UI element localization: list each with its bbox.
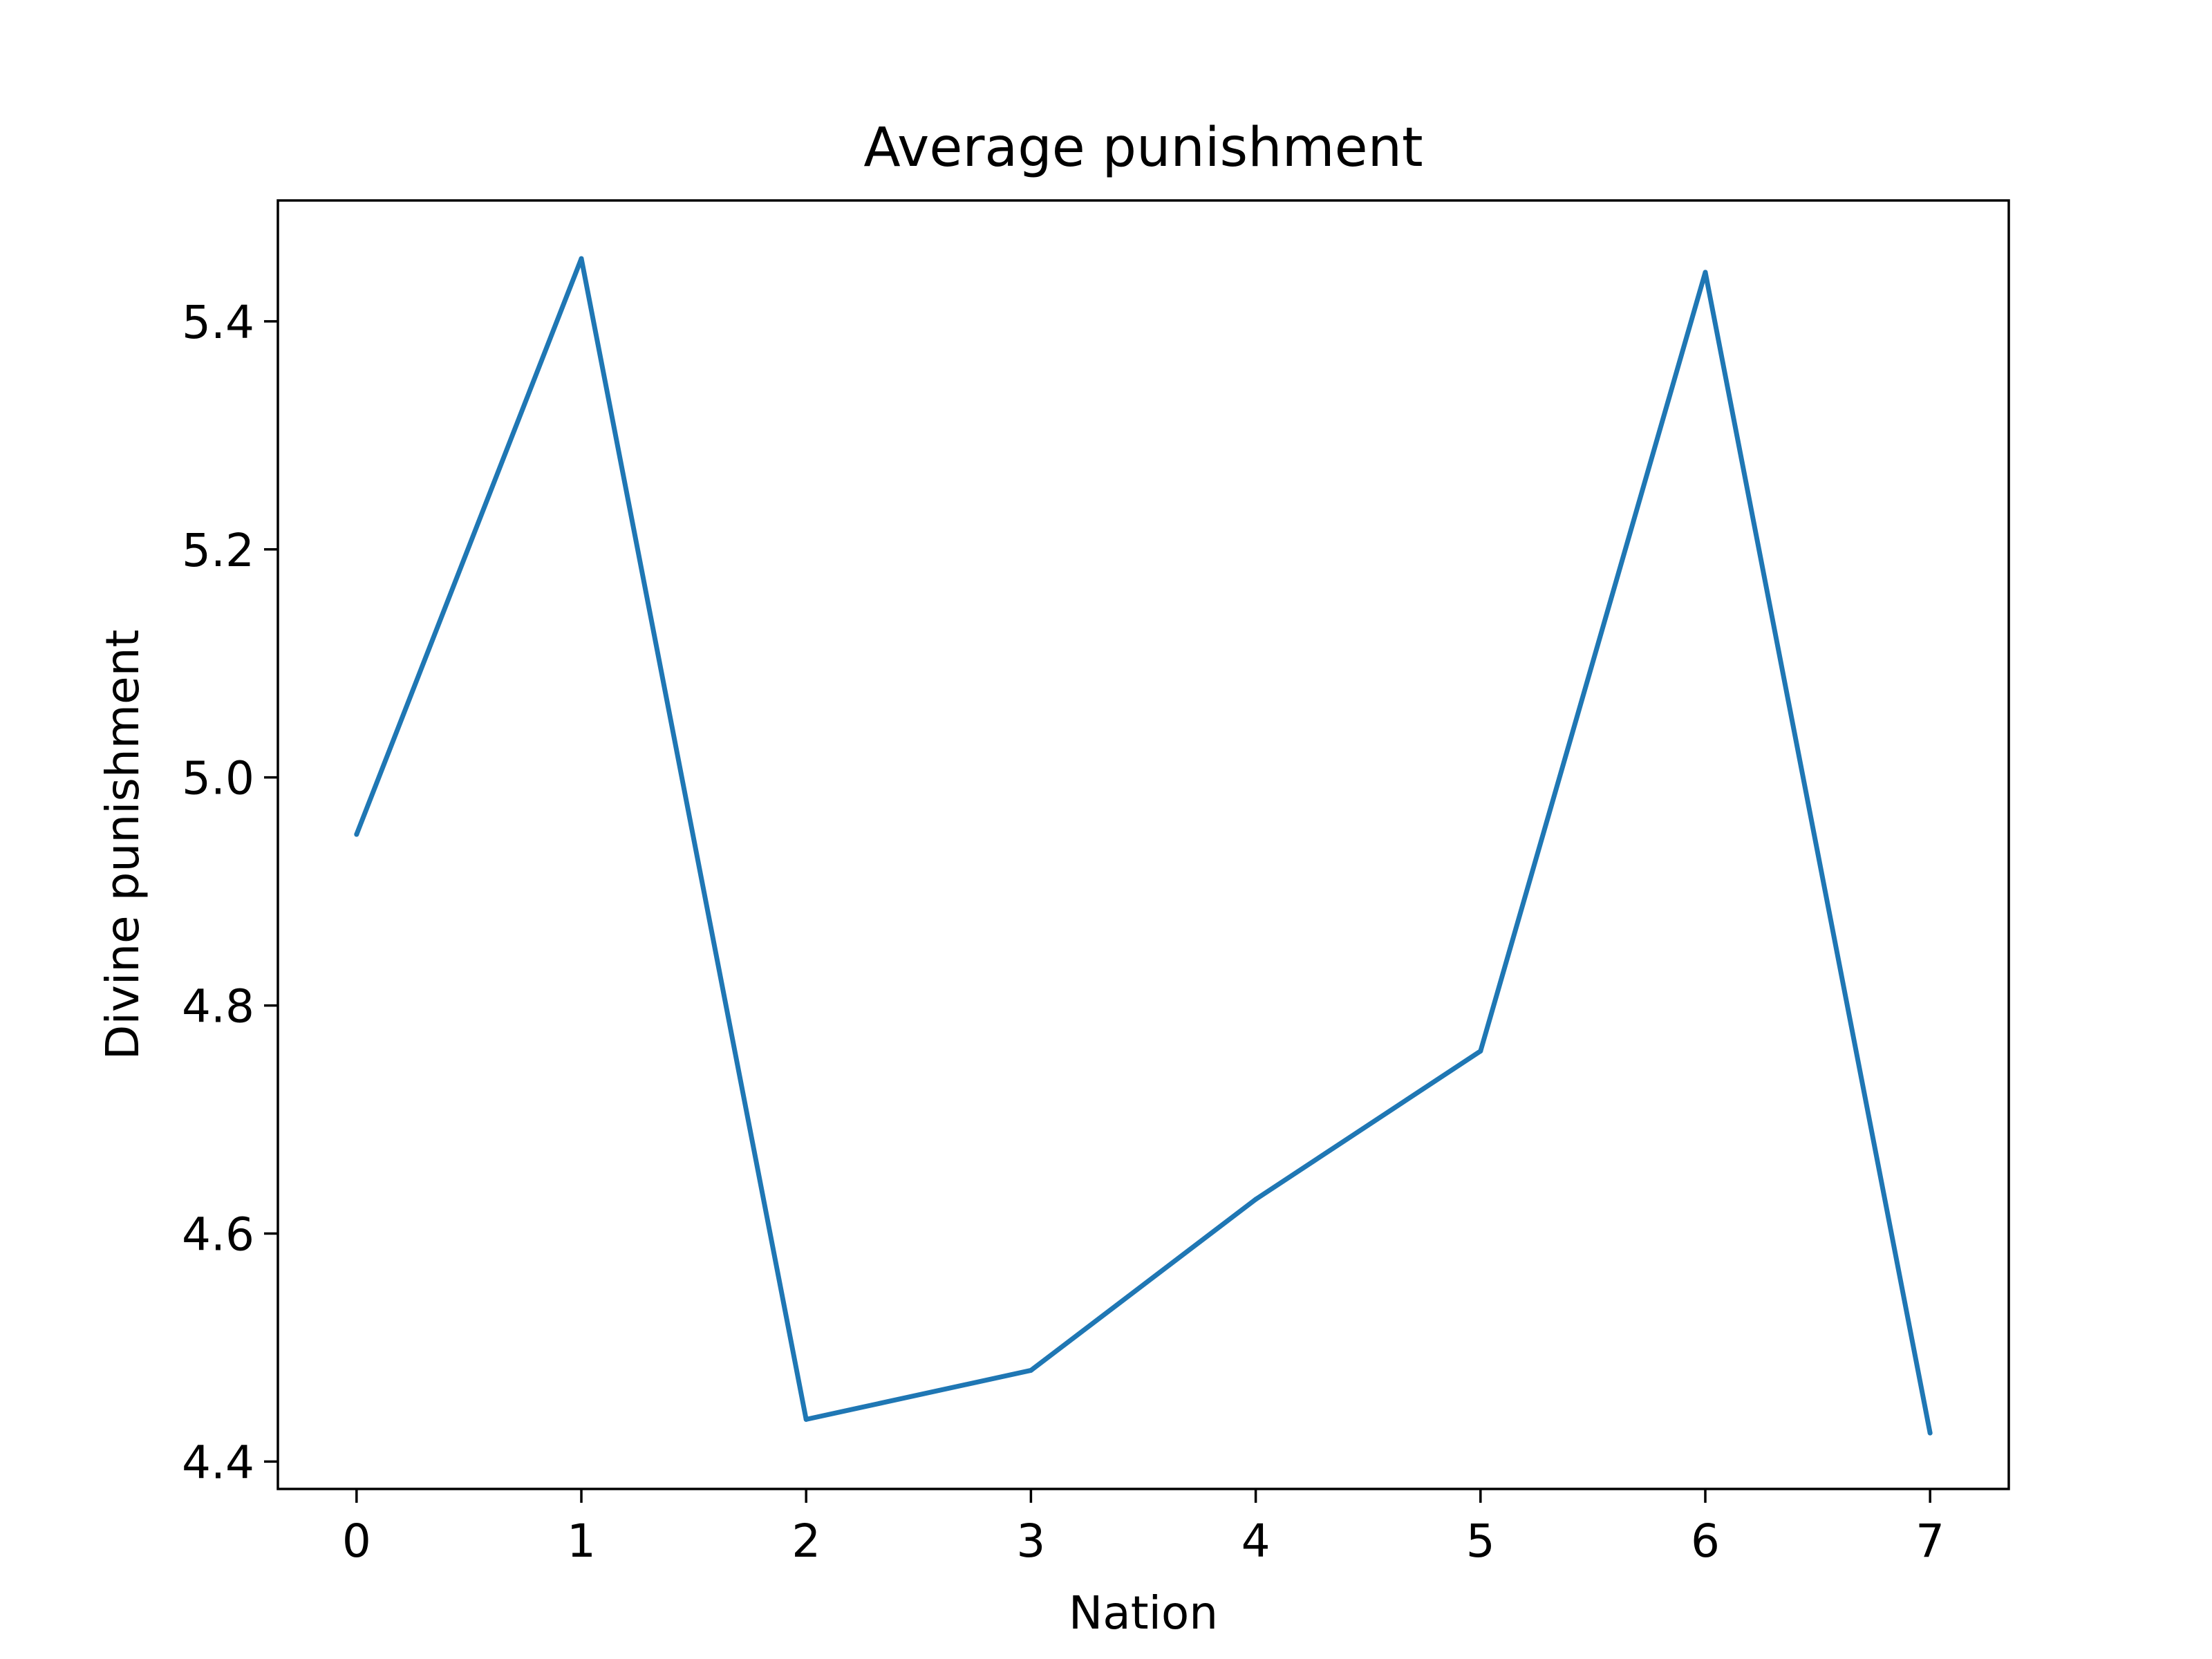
- y-tick-label: 4.8: [182, 980, 254, 1033]
- data-point: [1703, 270, 1708, 275]
- x-tick-label: 6: [1691, 1515, 1720, 1568]
- data-point: [1478, 1049, 1483, 1054]
- series-layer: [354, 256, 1933, 1436]
- y-tick-label: 5.2: [182, 524, 254, 577]
- y-tick-label: 4.6: [182, 1208, 254, 1261]
- data-point: [1028, 1367, 1033, 1373]
- x-tick-label: 1: [567, 1515, 596, 1568]
- data-point: [803, 1416, 809, 1422]
- y-axis-ticks: 4.4 4.6 4.8 5.0 5.2 5.4: [182, 296, 278, 1489]
- x-tick-label: 3: [1016, 1515, 1045, 1568]
- y-tick-label: 4.4: [182, 1436, 254, 1489]
- plot-frame: [276, 199, 2010, 1490]
- x-tick-label: 7: [1915, 1515, 1944, 1568]
- y-tick-label: 5.4: [182, 296, 254, 349]
- chart-title: Average punishment: [863, 117, 1423, 179]
- data-point: [579, 256, 584, 261]
- data-point: [354, 832, 359, 837]
- y-tick-label: 5.0: [182, 752, 254, 805]
- x-tick-label: 0: [342, 1515, 371, 1568]
- y-axis-label: Divine punishment: [96, 630, 149, 1060]
- data-point: [1927, 1430, 1933, 1436]
- x-tick-label: 4: [1241, 1515, 1271, 1568]
- series-line: [354, 256, 1933, 1434]
- data-point: [1253, 1197, 1259, 1202]
- x-tick-label: 5: [1466, 1515, 1495, 1568]
- x-tick-label: 2: [791, 1515, 821, 1568]
- x-axis-label: Nation: [1069, 1586, 1218, 1640]
- x-axis-ticks: 0 1 2 3 4 5 6 7: [342, 1489, 1944, 1568]
